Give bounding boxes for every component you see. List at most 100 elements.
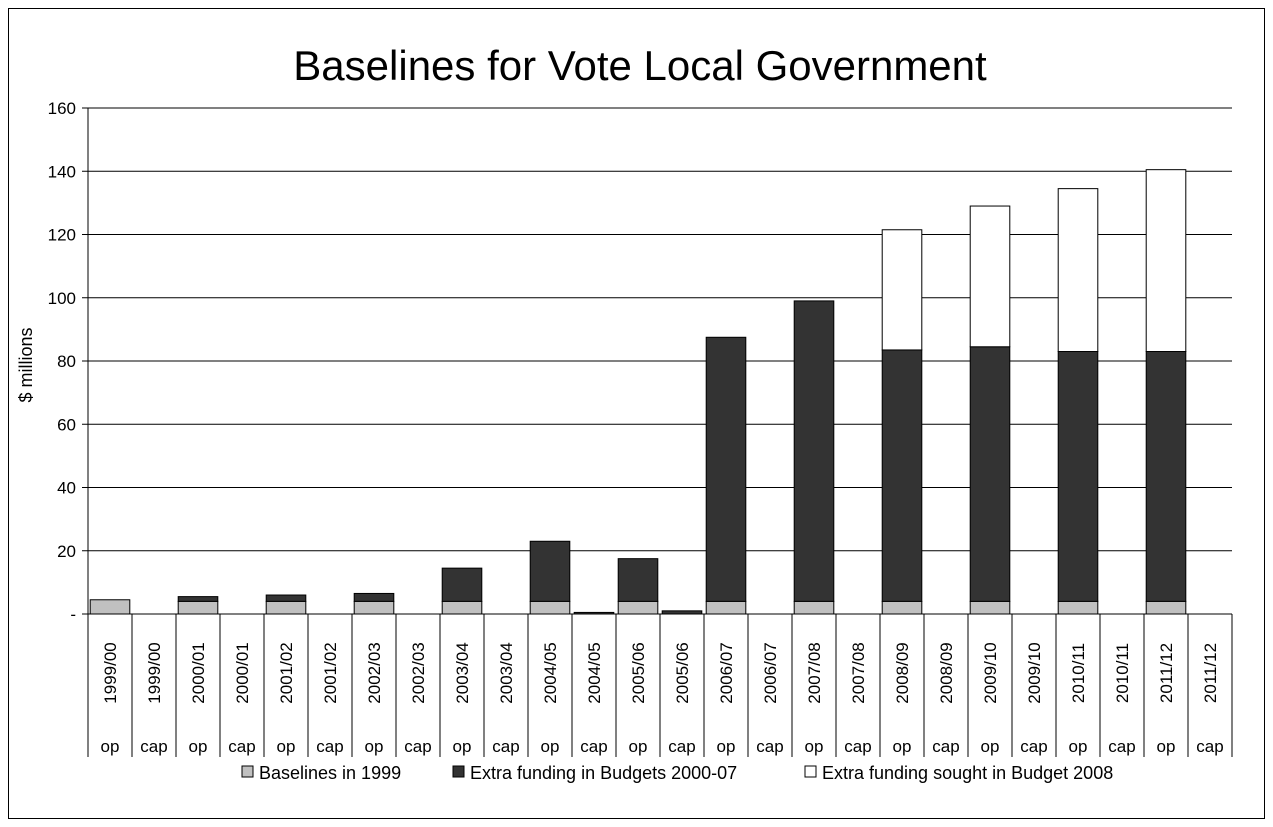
x-tick-label-year: 2000/01 (233, 642, 252, 703)
bar-segment (177, 600, 219, 615)
x-tick-label-kind: cap (316, 737, 343, 756)
x-tick-label-year: 2009/10 (1025, 642, 1044, 703)
x-tick-label-year: 2001/02 (321, 642, 340, 703)
bar-segment (529, 540, 571, 602)
axes: - 20 40 60 80 100 120 140 160 (48, 99, 1232, 624)
x-tick-label-kind: cap (756, 737, 783, 756)
bar-segment (177, 596, 219, 602)
y-tick-label: 80 (57, 352, 76, 371)
x-tick-label-kind: cap (844, 737, 871, 756)
x-tick-label-kind: op (541, 737, 560, 756)
x-tick-label-kind: cap (404, 737, 431, 756)
x-tick-label-kind: op (453, 737, 472, 756)
x-tick-label-year: 2003/04 (453, 642, 472, 703)
bar-segment (353, 592, 395, 602)
x-tick-label-kind: op (365, 737, 384, 756)
bar-segment (1145, 169, 1187, 353)
x-tick-label-kind: op (893, 737, 912, 756)
x-tick-label-year: 2002/03 (409, 642, 428, 703)
bar-segment (705, 336, 747, 602)
bar-segment (89, 599, 131, 615)
x-tick-label-year: 2011/12 (1157, 643, 1176, 703)
legend-label: Extra funding sought in Budget 2008 (822, 763, 1113, 783)
y-tick-label: 140 (48, 162, 76, 181)
y-axis-label: $ millions (16, 327, 36, 402)
x-tick-label-year: 2004/05 (585, 642, 604, 703)
y-tick-label: 120 (48, 226, 76, 245)
y-tick-label: 60 (57, 415, 76, 434)
bar-segment (793, 300, 835, 602)
x-tick-label-year: 2001/02 (277, 642, 296, 703)
x-tick-label-year: 2003/04 (497, 642, 516, 703)
bar-segment (969, 205, 1011, 348)
x-tick-label-year: 2005/06 (629, 642, 648, 703)
bar-segment (881, 600, 923, 615)
bar-segment (881, 229, 923, 351)
x-tick-label-year: 2006/07 (717, 642, 736, 703)
bar-segment (969, 600, 1011, 615)
bars (89, 169, 1187, 615)
y-tick-label: 40 (57, 479, 76, 498)
legend-swatch (452, 765, 465, 778)
bar-segment (265, 600, 307, 615)
x-tick-label-kind: cap (228, 737, 255, 756)
x-tick-label-kind: op (1157, 737, 1176, 756)
legend: Baselines in 1999 Extra funding in Budget… (241, 763, 1113, 783)
bar-segment (265, 594, 307, 602)
x-tick-label-year: 2000/01 (189, 642, 208, 703)
chart-title: Baselines for Vote Local Government (293, 42, 987, 89)
x-tick-label-kind: op (805, 737, 824, 756)
x-tick-label-year: 2009/10 (981, 642, 1000, 703)
y-tick-label: 100 (48, 289, 76, 308)
x-tick-label-year: 2010/11 (1113, 643, 1132, 703)
x-tick-label-year: 2007/08 (849, 642, 868, 703)
x-tick-label-kind: op (629, 737, 648, 756)
legend-swatch (241, 765, 254, 778)
x-tick-label-year: 2011/12 (1201, 643, 1220, 703)
x-tick-label-kind: cap (1108, 737, 1135, 756)
bar-segment (1057, 600, 1099, 615)
x-tick-label-year: 2002/03 (365, 642, 384, 703)
bar-segment (529, 600, 571, 615)
bar-segment (441, 600, 483, 615)
x-tick-label-kind: cap (140, 737, 167, 756)
x-tick-label-year: 2008/09 (937, 642, 956, 703)
x-tick-label-kind: op (717, 737, 736, 756)
gridlines (88, 107, 1232, 552)
bar-segment (881, 349, 923, 602)
y-tick-label: - (70, 605, 76, 624)
x-tick-label-kind: op (277, 737, 296, 756)
x-tick-label-kind: cap (668, 737, 695, 756)
bar-segment (617, 558, 659, 602)
bar-segment (793, 600, 835, 615)
x-tick-label-year: 2005/06 (673, 642, 692, 703)
x-tick-label-kind: op (189, 737, 208, 756)
legend-label: Baselines in 1999 (259, 763, 401, 783)
x-axis-labels: 1999/00 op 1999/00 cap 2000/01 op 2000/01 cap 20… (87, 614, 1233, 757)
x-tick-label-kind: cap (580, 737, 607, 756)
x-tick-label-year: 2006/07 (761, 642, 780, 703)
bar-segment (1145, 351, 1187, 602)
x-tick-label-year: 2010/11 (1069, 643, 1088, 703)
x-tick-label-kind: cap (492, 737, 519, 756)
bar-segment (617, 600, 659, 615)
bar-segment (705, 600, 747, 615)
x-tick-label-year: 1999/00 (101, 642, 120, 703)
bar-segment (1145, 600, 1187, 615)
bar-segment (353, 600, 395, 615)
x-tick-label-year: 2008/09 (893, 642, 912, 703)
legend-swatch (804, 765, 817, 778)
y-tick-label: 160 (48, 99, 76, 118)
x-tick-label-year: 1999/00 (145, 642, 164, 703)
bar-segment (1057, 351, 1099, 602)
y-tick-label: 20 (57, 542, 76, 561)
x-tick-label-kind: cap (1020, 737, 1047, 756)
x-tick-label-kind: cap (1196, 737, 1223, 756)
x-tick-label-kind: cap (932, 737, 959, 756)
legend-label: Extra funding in Budgets 2000-07 (470, 763, 737, 783)
x-tick-label-kind: op (101, 737, 120, 756)
x-tick-label-year: 2007/08 (805, 642, 824, 703)
bar-segment (1057, 188, 1099, 353)
x-tick-label-kind: op (981, 737, 1000, 756)
